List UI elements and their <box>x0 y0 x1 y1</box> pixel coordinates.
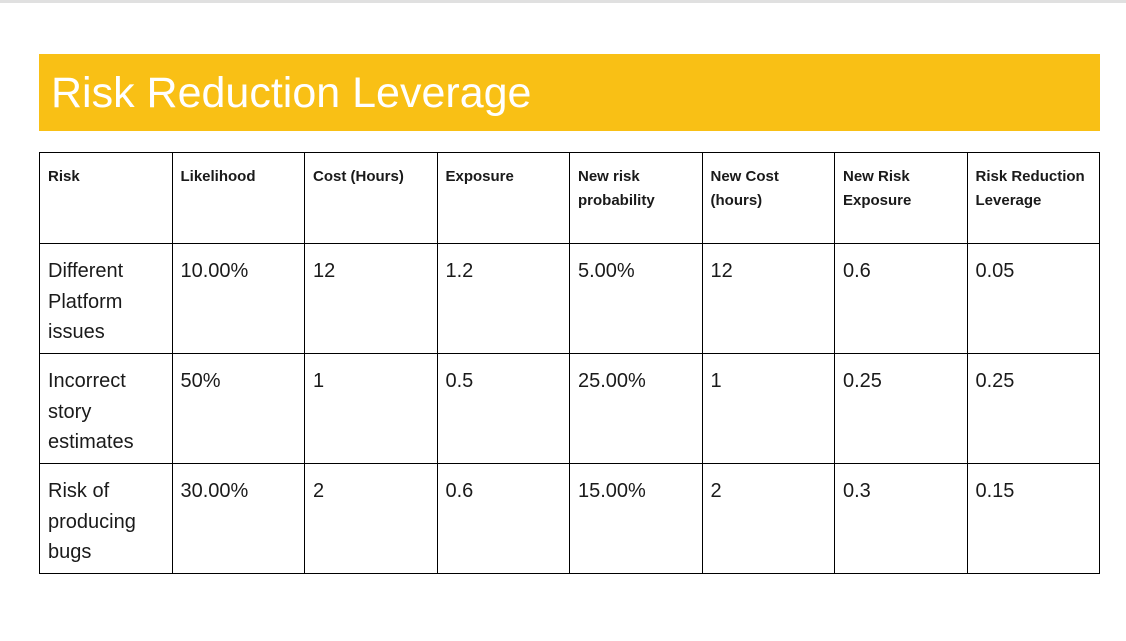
cell-new-risk-probability[interactable]: 15.00% <box>569 463 703 574</box>
header-new-risk-exposure[interactable]: New Risk Exposure <box>834 152 968 244</box>
cell-risk-reduction-leverage[interactable]: 0.25 <box>966 353 1100 464</box>
risk-table: Risk Likelihood Cost (Hours) Exposure Ne… <box>39 152 1100 574</box>
header-row: Risk Likelihood Cost (Hours) Exposure Ne… <box>39 152 1100 244</box>
header-exposure[interactable]: Exposure <box>436 152 570 244</box>
cell-risk[interactable]: Different Platform issues <box>39 243 173 354</box>
cell-risk[interactable]: Risk of producing bugs <box>39 463 173 574</box>
header-risk[interactable]: Risk <box>39 152 173 244</box>
table-row: Risk of producing bugs 30.00% 2 0.6 15.0… <box>39 463 1100 574</box>
header-risk-reduction-leverage[interactable]: Risk Reduction Leverage <box>966 152 1100 244</box>
cell-new-risk-probability[interactable]: 5.00% <box>569 243 703 354</box>
cell-new-risk-exposure[interactable]: 0.6 <box>834 243 968 354</box>
cell-new-risk-probability[interactable]: 25.00% <box>569 353 703 464</box>
cell-risk-reduction-leverage[interactable]: 0.15 <box>966 463 1100 574</box>
header-likelihood[interactable]: Likelihood <box>171 152 305 244</box>
slide-title[interactable]: Risk Reduction Leverage <box>51 69 532 117</box>
cell-exposure[interactable]: 1.2 <box>436 243 570 354</box>
cell-exposure[interactable]: 0.6 <box>436 463 570 574</box>
title-bar: Risk Reduction Leverage <box>39 54 1100 131</box>
cell-cost-hours[interactable]: 2 <box>304 463 438 574</box>
header-new-risk-probability[interactable]: New risk probability <box>569 152 703 244</box>
cell-new-cost-hours[interactable]: 2 <box>701 463 835 574</box>
cell-new-cost-hours[interactable]: 12 <box>701 243 835 354</box>
cell-cost-hours[interactable]: 12 <box>304 243 438 354</box>
cell-new-risk-exposure[interactable]: 0.3 <box>834 463 968 574</box>
cell-likelihood[interactable]: 50% <box>171 353 305 464</box>
cell-risk-reduction-leverage[interactable]: 0.05 <box>966 243 1100 354</box>
cell-likelihood[interactable]: 30.00% <box>171 463 305 574</box>
cell-likelihood[interactable]: 10.00% <box>171 243 305 354</box>
cell-cost-hours[interactable]: 1 <box>304 353 438 464</box>
table-row: Incorrect story estimates 50% 1 0.5 25.0… <box>39 353 1100 464</box>
cell-exposure[interactable]: 0.5 <box>436 353 570 464</box>
table-row: Different Platform issues 10.00% 12 1.2 … <box>39 243 1100 354</box>
top-divider <box>0 0 1126 3</box>
cell-new-cost-hours[interactable]: 1 <box>701 353 835 464</box>
cell-new-risk-exposure[interactable]: 0.25 <box>834 353 968 464</box>
header-cost-hours[interactable]: Cost (Hours) <box>304 152 438 244</box>
header-new-cost-hours[interactable]: New Cost (hours) <box>701 152 835 244</box>
cell-risk[interactable]: Incorrect story estimates <box>39 353 173 464</box>
